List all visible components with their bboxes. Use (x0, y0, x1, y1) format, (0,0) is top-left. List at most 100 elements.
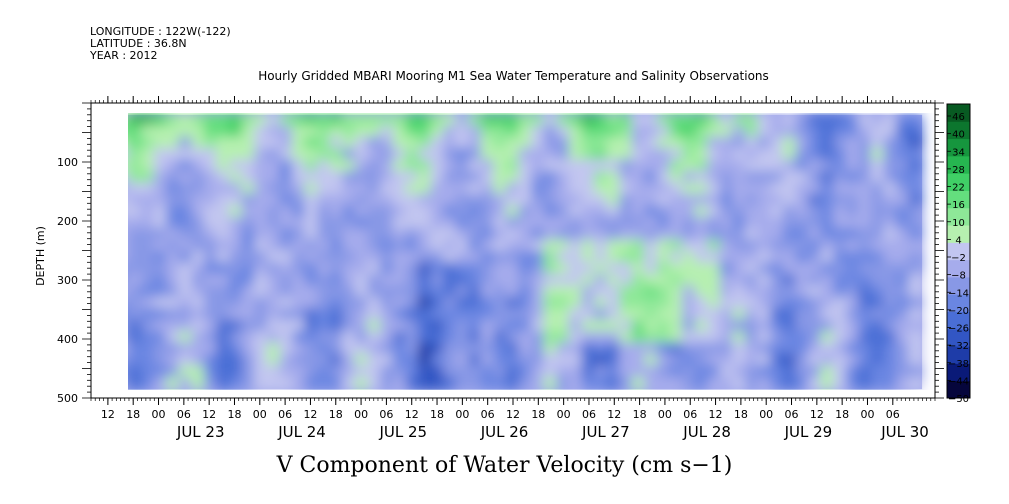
field-cell (380, 113, 395, 128)
field-cell (682, 376, 697, 390)
field-cell (694, 182, 710, 196)
field-cell (380, 319, 395, 333)
field-cell (442, 285, 458, 299)
field-cell (505, 262, 521, 276)
x-hour-label: 12 (303, 408, 317, 421)
field-cell (254, 170, 269, 185)
field-cell (543, 159, 559, 173)
colorbar-label: −8 (951, 271, 966, 282)
field-cell (820, 170, 836, 185)
field-cell (493, 148, 508, 162)
field-cell (782, 228, 798, 242)
field-cell (732, 216, 747, 231)
field-cell (858, 148, 873, 162)
field-cell (908, 216, 924, 231)
field-cell (870, 148, 886, 162)
field-cell (141, 376, 156, 390)
field-cell (291, 136, 307, 151)
field-cell (870, 330, 886, 345)
field-cell (833, 262, 848, 276)
field-cell (719, 113, 735, 128)
field-cell (505, 159, 521, 173)
field-cell (493, 353, 508, 368)
field-cell (820, 113, 836, 128)
field-cell (656, 308, 672, 322)
field-cell (719, 125, 735, 139)
field-cell (442, 250, 458, 265)
field-cell (178, 216, 194, 231)
field-cell (354, 319, 370, 333)
field-cell (380, 136, 395, 151)
field-cell (581, 296, 596, 311)
field-cell (719, 353, 735, 368)
field-cell (216, 250, 232, 265)
field-cell (543, 342, 559, 356)
field-cell (417, 113, 433, 128)
field-cell (606, 353, 622, 368)
field-cell (807, 262, 823, 276)
field-cell (216, 216, 232, 231)
field-cell (367, 365, 383, 379)
field-cell (455, 330, 471, 345)
field-cell (279, 136, 294, 151)
x-hour-label: 00 (759, 408, 773, 421)
field-cell (153, 353, 169, 368)
field-cell (908, 308, 924, 322)
field-cell (744, 136, 760, 151)
field-cell (405, 250, 420, 265)
field-cell (644, 365, 659, 379)
field-cell (744, 285, 760, 299)
field-cell (153, 376, 169, 390)
field-cell (191, 148, 206, 162)
field-cell (367, 342, 383, 356)
field-cell (656, 216, 672, 231)
field-cell (266, 330, 282, 345)
field-cell (719, 216, 735, 231)
field-cell (203, 216, 219, 231)
field-cell (342, 125, 357, 139)
field-cell (518, 353, 534, 368)
field-cell (845, 250, 861, 265)
colorbar-swatch (947, 276, 970, 295)
field-cell (241, 216, 257, 231)
field-cell (241, 353, 257, 368)
field-cell (531, 193, 546, 208)
field-cell (505, 216, 521, 231)
field-cell (203, 285, 219, 299)
field-cell (329, 239, 345, 253)
field-cell (870, 250, 886, 265)
chart-caption: V Component of Water Velocity (cm s−1) (276, 453, 733, 478)
field-cell (644, 250, 659, 265)
field-cell (380, 250, 395, 265)
field-cell (870, 216, 886, 231)
field-cell (392, 273, 408, 288)
field-cell (883, 182, 898, 196)
field-cell (178, 285, 194, 299)
field-cell (631, 285, 647, 299)
x-hour-label: 12 (607, 408, 621, 421)
field-cell (833, 342, 848, 356)
field-cell (203, 262, 219, 276)
field-cell (141, 193, 156, 208)
field-cell (694, 159, 710, 173)
x-day-label: JUL 23 (176, 423, 225, 441)
field-cell (229, 159, 244, 173)
field-cell (291, 353, 307, 368)
field-cell (405, 319, 420, 333)
field-cell (128, 170, 144, 185)
x-day-label: JUL 27 (581, 423, 630, 441)
field-cell (770, 330, 785, 345)
field-cell (442, 365, 458, 379)
field-cell (354, 262, 370, 276)
colorbar-label: −26 (948, 324, 969, 335)
field-cell (593, 376, 609, 390)
field-cell (619, 205, 634, 219)
field-cell (757, 262, 773, 276)
field-cell (166, 273, 181, 288)
x-day-label: JUL 24 (277, 423, 326, 441)
field-cell (380, 308, 395, 322)
field-cell (279, 125, 294, 139)
field-cell (518, 170, 534, 185)
field-cell (858, 376, 873, 390)
field-cell (367, 353, 383, 368)
